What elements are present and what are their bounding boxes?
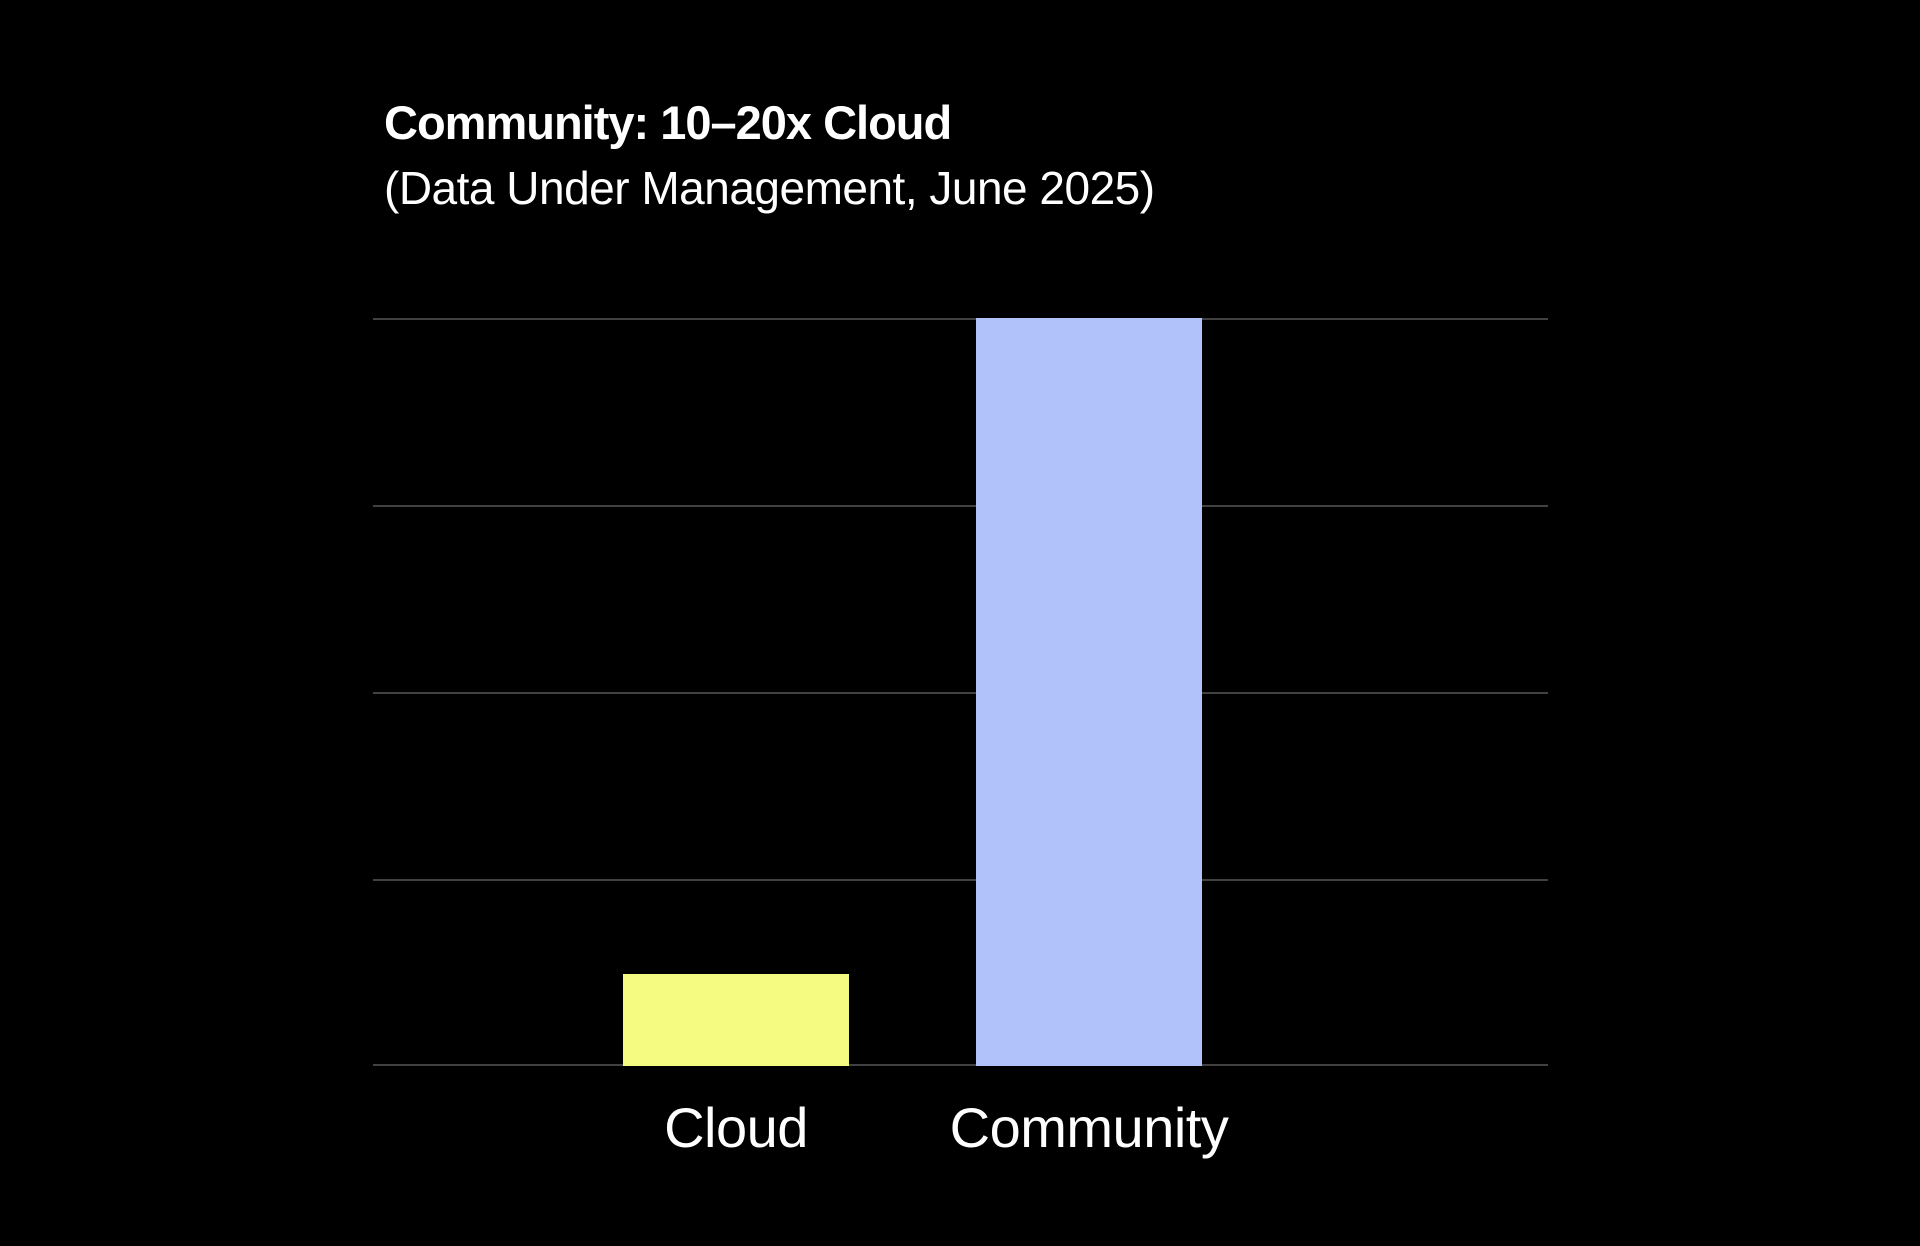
chart-subtitle: (Data Under Management, June 2025): [384, 162, 1155, 214]
x-tick-label-community: Community: [949, 1096, 1229, 1159]
x-tick-label-cloud: Cloud: [664, 1096, 808, 1159]
gridline: [373, 318, 1548, 320]
gridline: [373, 692, 1548, 694]
gridline: [373, 505, 1548, 507]
chart-title: Community: 10–20x Cloud: [384, 96, 952, 149]
title-block: Community: 10–20x Cloud (Data Under Mana…: [384, 99, 1155, 211]
bar-cloud: [623, 974, 849, 1066]
x-axis-baseline: [373, 1064, 1548, 1066]
bar-community: [976, 318, 1202, 1066]
gridline: [373, 879, 1548, 881]
plot-area: Cloud Community: [373, 318, 1548, 1156]
